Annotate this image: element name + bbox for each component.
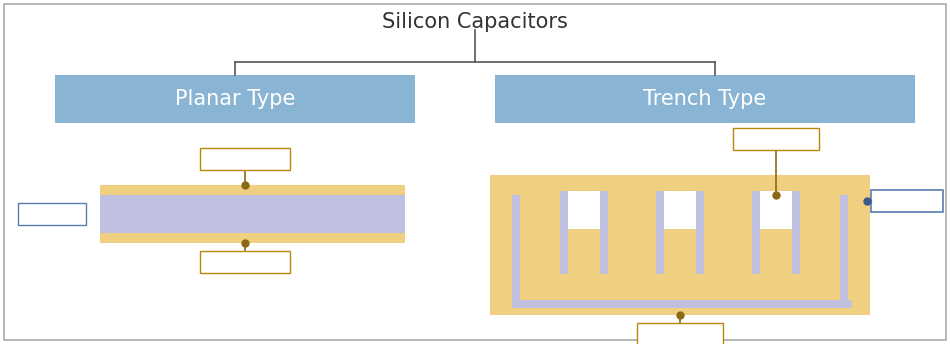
FancyBboxPatch shape (733, 128, 819, 150)
FancyBboxPatch shape (760, 195, 792, 266)
FancyBboxPatch shape (200, 251, 290, 273)
FancyBboxPatch shape (664, 195, 696, 266)
FancyBboxPatch shape (568, 229, 600, 300)
FancyBboxPatch shape (200, 148, 290, 170)
FancyBboxPatch shape (493, 178, 867, 317)
FancyBboxPatch shape (752, 191, 800, 272)
FancyBboxPatch shape (760, 191, 792, 256)
FancyBboxPatch shape (656, 191, 704, 272)
FancyBboxPatch shape (760, 229, 792, 300)
FancyBboxPatch shape (495, 75, 915, 123)
FancyBboxPatch shape (18, 203, 86, 225)
Text: Planar Type: Planar Type (175, 89, 295, 109)
Text: Dielectric: Dielectric (877, 194, 937, 207)
FancyBboxPatch shape (100, 233, 405, 243)
FancyBboxPatch shape (752, 195, 800, 274)
Text: Silicon Capacitors: Silicon Capacitors (382, 12, 568, 32)
FancyBboxPatch shape (560, 191, 608, 272)
Text: Electrode 2: Electrode 2 (640, 327, 719, 341)
FancyBboxPatch shape (100, 195, 405, 233)
FancyBboxPatch shape (871, 190, 943, 212)
FancyBboxPatch shape (637, 323, 723, 344)
Text: Electrode 2: Electrode 2 (205, 255, 284, 269)
FancyBboxPatch shape (664, 191, 696, 256)
FancyBboxPatch shape (4, 4, 946, 340)
FancyBboxPatch shape (490, 175, 870, 315)
FancyBboxPatch shape (512, 195, 520, 300)
FancyBboxPatch shape (512, 300, 852, 308)
Text: Electrode 1: Electrode 1 (205, 152, 284, 166)
FancyBboxPatch shape (100, 185, 405, 195)
FancyBboxPatch shape (560, 195, 608, 274)
FancyBboxPatch shape (664, 229, 696, 300)
Text: Electrode 1: Electrode 1 (736, 132, 815, 146)
FancyBboxPatch shape (490, 175, 870, 315)
Text: Trench Type: Trench Type (643, 89, 767, 109)
FancyBboxPatch shape (568, 195, 600, 266)
Text: Dielectric: Dielectric (22, 207, 82, 221)
FancyBboxPatch shape (840, 195, 848, 300)
FancyBboxPatch shape (656, 195, 704, 274)
FancyBboxPatch shape (55, 75, 415, 123)
FancyBboxPatch shape (568, 191, 600, 256)
FancyBboxPatch shape (495, 180, 865, 315)
